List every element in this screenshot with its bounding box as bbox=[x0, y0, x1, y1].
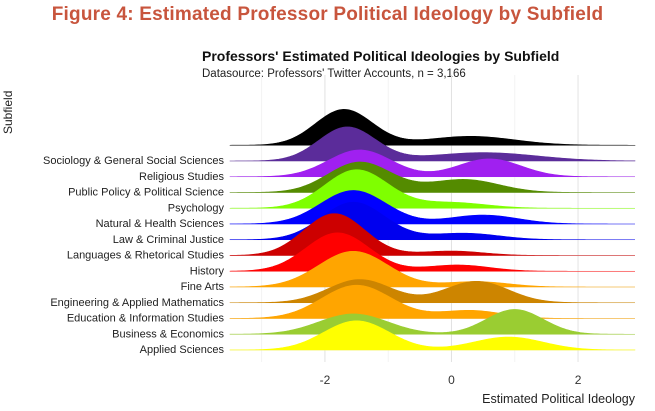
ridge-top-unlabeled-ridge bbox=[229, 109, 636, 146]
figure-title: Figure 4: Estimated Professor Political … bbox=[51, 4, 604, 25]
category-label: Fine Arts bbox=[181, 281, 225, 293]
category-label: Languages & Rhetorical Studies bbox=[67, 250, 225, 262]
category-label: Business & Economics bbox=[112, 328, 224, 340]
category-label: Applied Sciences bbox=[140, 344, 225, 356]
ridge-religious-studies bbox=[229, 149, 635, 178]
category-label: Law & Criminal Justice bbox=[113, 234, 224, 246]
ridge-fine-arts bbox=[229, 250, 635, 288]
ridge-applied-sciences bbox=[229, 320, 636, 351]
x-axis-label: Estimated Political Ideology bbox=[482, 392, 635, 406]
category-label: Natural & Health Sciences bbox=[96, 218, 225, 230]
x-tick-label: 0 bbox=[448, 373, 455, 387]
category-label: History bbox=[190, 265, 225, 277]
category-labels: Applied Sciences Business & Economics Educ… bbox=[43, 155, 224, 356]
x-tick-labels: -2 0 2 bbox=[320, 373, 582, 387]
chart-subtitle: Datasource: Professors' Twitter Accounts… bbox=[202, 68, 466, 80]
x-tick-label: 2 bbox=[575, 373, 582, 387]
ridge-public-policy-political-science bbox=[229, 161, 635, 193]
category-label: Religious Studies bbox=[139, 171, 224, 183]
category-label: Public Policy & Political Science bbox=[68, 187, 224, 199]
category-label: Education & Information Studies bbox=[67, 313, 225, 325]
category-label: Sociology & General Social Sciences bbox=[43, 155, 224, 167]
category-label: Psychology bbox=[168, 202, 225, 214]
ridge-education-information-studies bbox=[229, 284, 635, 319]
ridge-sociology-general-social-sciences bbox=[229, 126, 636, 162]
chart-title: Professors' Estimated Political Ideologi… bbox=[202, 48, 560, 64]
ridge-layer bbox=[229, 109, 636, 351]
category-label: Engineering & Applied Mathematics bbox=[50, 297, 224, 309]
x-tick-label: -2 bbox=[320, 373, 331, 387]
